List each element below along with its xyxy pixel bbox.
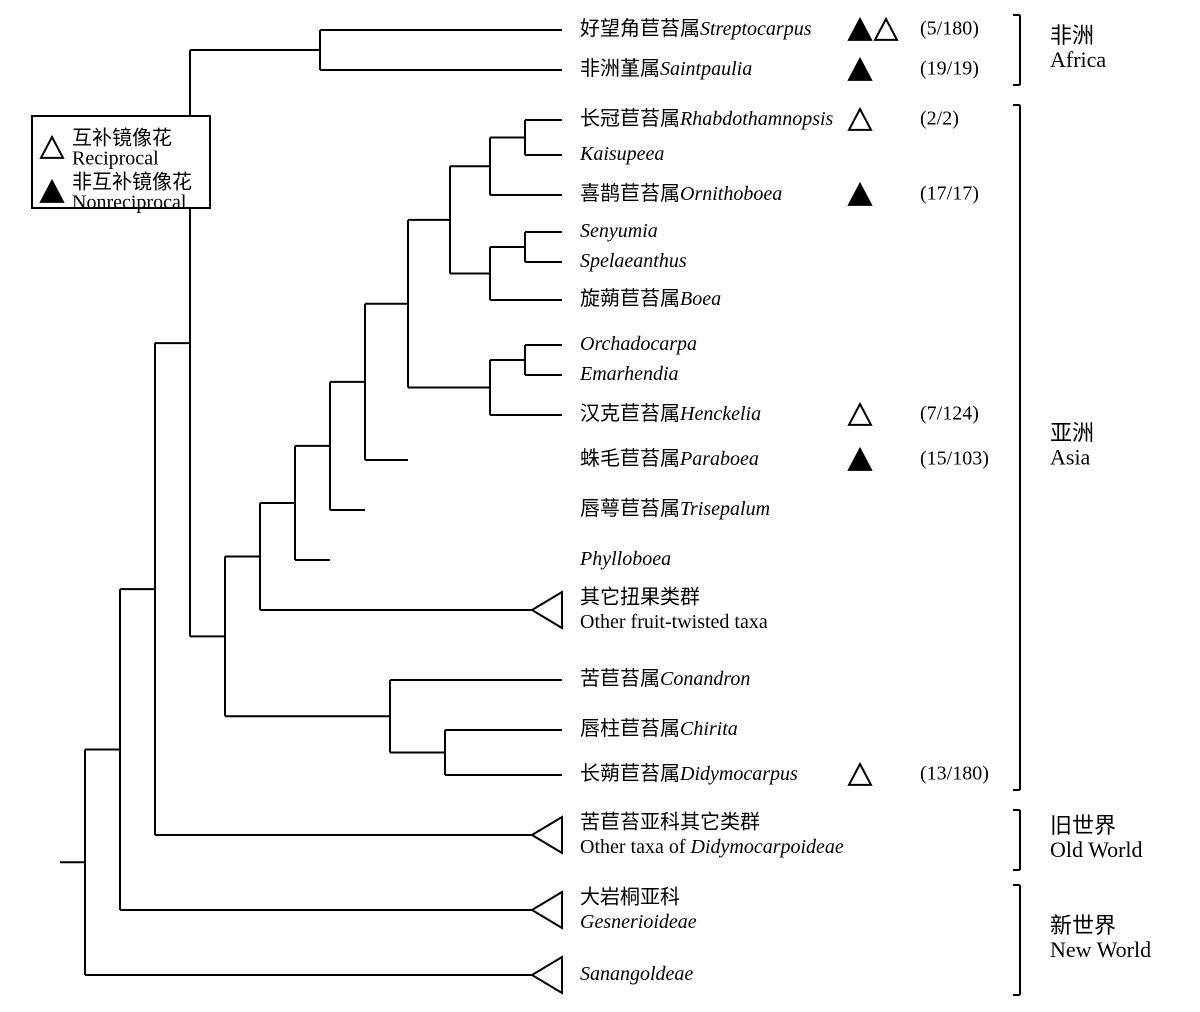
taxon-label: 长冠苣苔属Rhabdothamnopsis: [580, 107, 834, 130]
legend-item-en: Reciprocal: [72, 148, 159, 170]
taxon-label: Gesnerioideae: [580, 911, 697, 933]
taxon-label: 蛛毛苣苔属Paraboea: [580, 447, 759, 470]
taxon-count: (7/124): [920, 403, 979, 425]
taxon-count: (15/103): [920, 448, 989, 470]
taxon-label: Orchadocarpa: [580, 333, 697, 355]
region-label-en: Old World: [1050, 837, 1143, 862]
taxon-label: Other fruit-twisted taxa: [580, 611, 768, 633]
taxon-label: Other taxa of Didymocarpoideae: [580, 836, 844, 858]
taxon-label: Senyumia: [580, 220, 658, 242]
taxon-label: Phylloboea: [579, 548, 671, 570]
region-label-cn: 旧世界: [1050, 813, 1116, 838]
svg-text:大岩桐亚科: 大岩桐亚科: [580, 886, 680, 909]
taxon-label: 好望角苣苔属Streptocarpus: [580, 17, 812, 40]
taxon-label: Sanangoldeae: [580, 963, 693, 985]
region-label-en: New World: [1050, 937, 1151, 962]
legend-item-cn: 互补镜像花: [72, 127, 172, 150]
region-label-en: Asia: [1050, 445, 1091, 470]
taxon-label: 唇萼苣苔属Trisepalum: [580, 497, 770, 520]
taxon-label: 喜鹊苣苔属Ornithoboea: [580, 182, 782, 205]
region-label-cn: 新世界: [1050, 913, 1116, 938]
svg-text:其它扭果类群: 其它扭果类群: [580, 586, 700, 609]
region-label-en: Africa: [1050, 47, 1106, 72]
taxon-label: 长蒴苣苔属Didymocarpus: [580, 762, 798, 785]
taxon-count: (5/180): [920, 18, 979, 40]
taxon-count: (2/2): [920, 108, 959, 130]
taxon-label: 苦苣苔属Conandron: [580, 667, 750, 690]
taxon-label: 汉克苣苔属Henckelia: [580, 402, 761, 425]
taxon-count: (13/180): [920, 763, 989, 785]
taxon-label: Kaisupeea: [579, 143, 664, 165]
region-label-cn: 非洲: [1050, 23, 1094, 48]
taxon-count: (19/19): [920, 58, 979, 80]
region-label-cn: 亚洲: [1050, 421, 1094, 446]
legend-item-cn: 非互补镜像花: [72, 171, 192, 194]
svg-text:苦苣苔亚科其它类群: 苦苣苔亚科其它类群: [580, 811, 760, 834]
legend-item-en: Nonreciprocal: [72, 192, 187, 214]
taxon-label: 唇柱苣苔属Chirita: [580, 717, 738, 740]
taxon-count: (17/17): [920, 183, 979, 205]
taxon-label: Emarhendia: [579, 363, 679, 385]
taxon-label: 非洲堇属Saintpaulia: [580, 57, 752, 80]
taxon-label: Spelaeanthus: [580, 250, 687, 272]
taxon-label: 旋蒴苣苔属Boea: [580, 287, 721, 310]
